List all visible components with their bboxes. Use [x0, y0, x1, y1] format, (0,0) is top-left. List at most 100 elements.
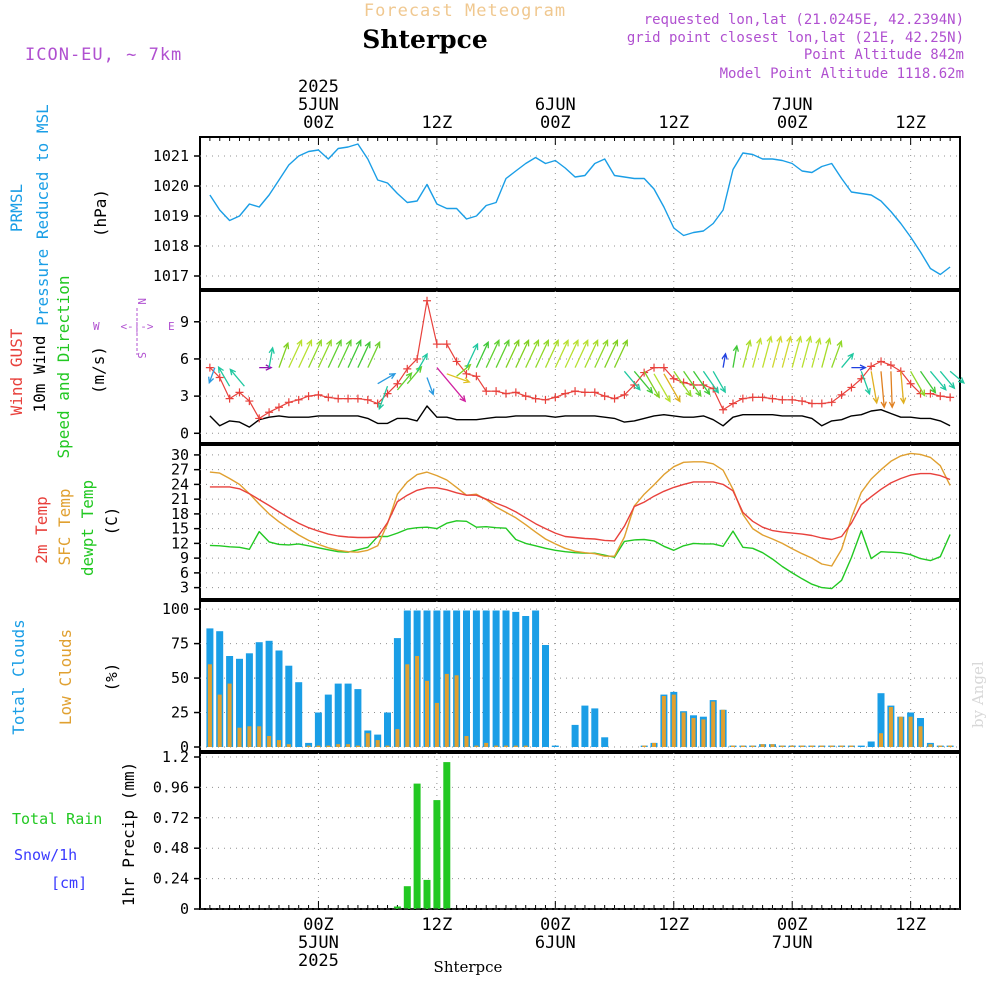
y-tick-label: 15: [171, 520, 189, 538]
panel-frame: [199, 290, 961, 444]
gust-marker: [571, 387, 580, 396]
y-tick-label: 0.96: [153, 778, 189, 796]
total-cloud-bar: [482, 610, 490, 747]
low-cloud-bar: [326, 745, 331, 747]
y-tick-label: 1021: [153, 147, 189, 165]
wind-arrow: [633, 370, 654, 394]
wind-arrow: [831, 339, 843, 368]
y-tick-label: 100: [162, 600, 189, 618]
gust-marker: [936, 392, 945, 401]
low-cloud-bar: [306, 745, 311, 747]
rain-bar: [413, 783, 421, 909]
total-cloud-bar: [344, 683, 352, 747]
gust-marker: [798, 397, 807, 406]
top-time-label: 6JUN: [535, 95, 576, 115]
requested-coords: requested lon,lat (21.0245E, 42.2394N): [644, 12, 964, 28]
gust-marker: [827, 398, 836, 407]
y-tick-label: 9: [180, 313, 189, 331]
low-cloud-bar: [928, 744, 933, 747]
total-cloud-bar: [433, 610, 441, 747]
low-cloud-bar: [336, 744, 341, 747]
y-tick-label: 0: [180, 424, 189, 442]
gust-marker: [511, 388, 520, 397]
total-cloud-bar: [245, 653, 253, 747]
gust-marker: [886, 361, 895, 370]
precip-unit: 1hr Precip (mm): [119, 762, 138, 907]
wind-arrow: [860, 371, 871, 396]
wind-arrow: [613, 339, 628, 368]
temp-unit: (C): [102, 507, 121, 536]
gust-marker: [472, 372, 481, 381]
wind-arrow: [929, 370, 947, 391]
bottom-time-label: 12Z: [895, 915, 926, 935]
y-tick-label: 9: [180, 549, 189, 567]
low-cloud-bar: [464, 736, 469, 747]
chart-title: Shterpce: [362, 25, 487, 54]
gust-marker: [245, 397, 254, 406]
wind-arrow: [821, 337, 832, 368]
gust-marker: [314, 390, 323, 399]
rain-bar: [403, 886, 411, 909]
wind-arrow: [683, 370, 702, 398]
total-cloud-bar: [393, 638, 401, 747]
gust-marker: [719, 405, 728, 414]
low-cloud-bar: [286, 744, 291, 747]
total-cloud-bar: [423, 610, 431, 747]
wind-arrow: [811, 337, 822, 368]
wind-arrow: [554, 339, 569, 368]
gust-marker: [215, 373, 224, 382]
low-cloud-bar: [385, 745, 390, 747]
temp-2m-label: 2m Temp: [32, 496, 51, 563]
wind-arrow: [899, 371, 907, 405]
low-cloud-bar: [829, 745, 834, 747]
bottom-time-label: 2025: [298, 951, 339, 971]
total-cloud-bar: [354, 689, 362, 747]
low-cloud-bar: [474, 745, 479, 747]
y-tick-label: 0.48: [153, 839, 189, 857]
low-cloud-bar: [780, 745, 785, 747]
low-cloud-bar: [938, 745, 943, 747]
wind-arrow: [880, 371, 887, 409]
compass-north: N: [135, 298, 148, 305]
total-cloud-bar: [877, 693, 885, 747]
low-cloud-bar: [415, 656, 420, 747]
gust-marker: [205, 363, 214, 372]
wind-arrow: [574, 339, 589, 368]
low-cloud-bar: [395, 729, 400, 747]
model-altitude: Model Point Altitude 1118.62m: [720, 66, 964, 82]
bottom-time-label: 5JUN: [298, 933, 339, 953]
panel-frame: [199, 600, 961, 752]
rain-label: Total Rain: [12, 810, 102, 828]
wind-arrow: [446, 373, 471, 384]
pressure-unit: (hPa): [91, 189, 110, 237]
gust-marker: [255, 414, 264, 423]
dewpoint-line: [209, 520, 951, 590]
gust-marker: [403, 364, 412, 373]
total-cloud-bar: [532, 610, 540, 747]
low-cloud-bar: [948, 745, 953, 747]
gust-marker: [561, 389, 570, 398]
grid-lines: [194, 137, 960, 910]
wind-direction-label: Speed and Direction: [54, 275, 73, 458]
bottom-time-label: 7JUN: [772, 933, 813, 953]
top-time-label: 5JUN: [298, 95, 339, 115]
gust-marker: [501, 389, 510, 398]
gust-line: [209, 300, 951, 419]
top-time-label: 12Z: [895, 113, 926, 133]
y-tick-label: 1.2: [162, 748, 189, 766]
gust-marker: [867, 362, 876, 371]
wind-arrow: [288, 339, 303, 368]
data-marks: [200, 143, 966, 910]
low-cloud-bar: [740, 745, 745, 747]
y-tick-label: 0.72: [153, 809, 189, 827]
total-cloud-bar: [601, 737, 609, 747]
wind-arrow: [841, 352, 855, 369]
bottom-time-label: 12Z: [658, 915, 689, 935]
wind-arrow: [475, 340, 489, 368]
total-cloud-bar: [216, 631, 224, 747]
low-cloud-bar: [316, 745, 321, 747]
bottom-time-label: 00Z: [777, 915, 808, 935]
wind-speed-line: [209, 405, 951, 428]
wind-arrow: [436, 367, 467, 403]
sfc-temp-line: [209, 452, 951, 567]
